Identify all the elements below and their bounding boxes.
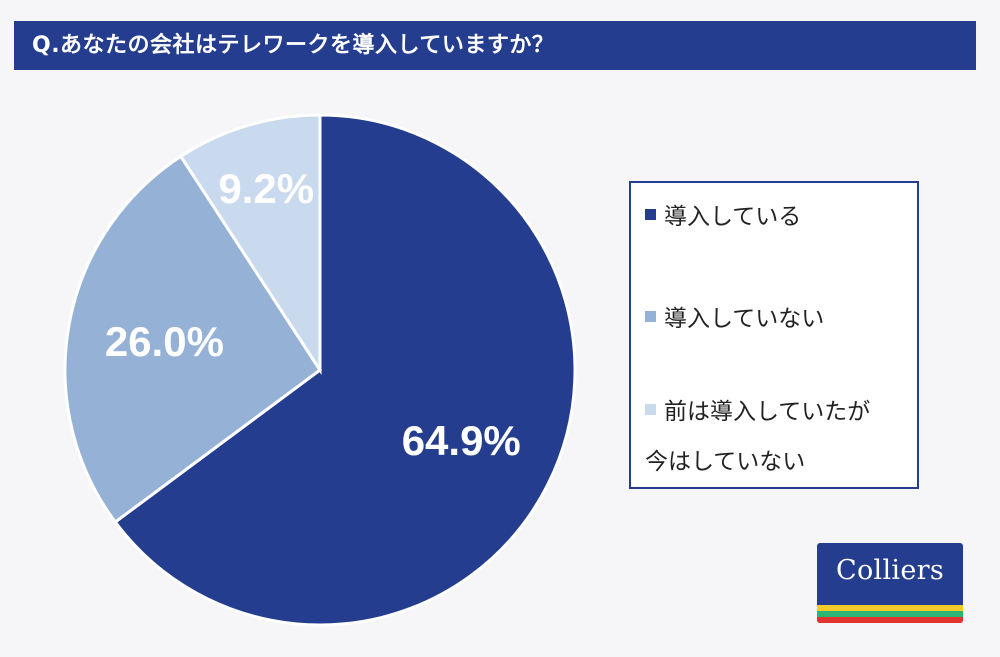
- chart-title: Q.あなたの会社はテレワークを導入していますか？: [14, 21, 976, 70]
- pie-label-introduced: 64.9%: [402, 417, 521, 464]
- legend-item-previously-introduced: 前は導入していたが 今はしていない: [645, 387, 870, 487]
- pie-slice-introduced: [113, 113, 577, 627]
- pie-label-previously-introduced: 9.2%: [218, 165, 314, 212]
- legend-label-not-introduced: 導入していない: [664, 306, 825, 332]
- pie-slice-not-introduced: [63, 154, 323, 525]
- pie-label-not-introduced: 26.0%: [105, 318, 224, 365]
- legend-item-introduced: 導入している: [645, 189, 801, 245]
- logo-stripe-red: [817, 617, 963, 623]
- legend-label-introduced: 導入している: [664, 204, 802, 230]
- logo-text: Colliers: [836, 555, 944, 586]
- legend-item-not-introduced: 導入していない: [645, 291, 824, 347]
- legend-swatch-previously-introduced: [645, 404, 656, 415]
- legend-label-previously-introduced: 前は導入していたが 今はしていない: [645, 399, 871, 475]
- pie-slice-previously-introduced: [178, 113, 322, 376]
- legend-swatch-not-introduced: [645, 311, 656, 322]
- logo-stripe-yellow: [817, 605, 963, 611]
- colliers-logo: Colliers: [817, 543, 963, 623]
- logo-stripe-green: [817, 611, 963, 617]
- chart-legend: 導入している 導入していない 前は導入していたが 今はしていない: [629, 181, 919, 489]
- legend-swatch-introduced: [645, 209, 656, 220]
